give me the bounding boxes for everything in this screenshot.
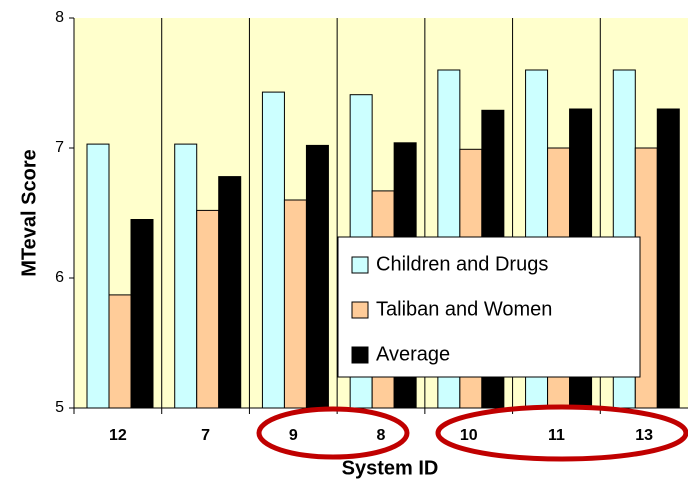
x-tick-label: 7 [201, 427, 210, 444]
x-tick-label: 12 [109, 427, 127, 444]
x-tick-label: 10 [460, 427, 478, 444]
x-axis-title: System ID [342, 457, 439, 479]
bar [196, 209, 220, 409]
legend-swatch [351, 301, 369, 319]
legend-label: Taliban and Women [376, 298, 552, 320]
legend-label: Children and Drugs [376, 253, 548, 275]
bar [218, 176, 242, 409]
bar [108, 294, 132, 409]
annotation-circle [435, 404, 688, 462]
y-tick-label: 5 [55, 399, 64, 416]
bar [656, 108, 680, 409]
bar [283, 199, 307, 409]
bar [86, 143, 110, 409]
legend-box [337, 236, 641, 378]
legend-swatch [351, 256, 369, 274]
bar [174, 143, 198, 409]
x-tick-label: 13 [635, 427, 653, 444]
legend-swatch [351, 346, 369, 364]
bar [261, 91, 285, 409]
y-axis-title: MTeval Score [18, 149, 40, 276]
x-tick-label: 11 [548, 427, 565, 444]
y-tick-label: 8 [55, 9, 64, 26]
annotation-circle [256, 406, 410, 460]
legend-label: Average [376, 343, 450, 365]
bar [305, 144, 329, 409]
y-tick-label: 6 [55, 269, 64, 286]
bar [130, 219, 154, 409]
x-tick-label: 8 [377, 427, 386, 444]
y-tick-label: 7 [55, 139, 64, 156]
x-tick-label: 9 [289, 427, 298, 444]
